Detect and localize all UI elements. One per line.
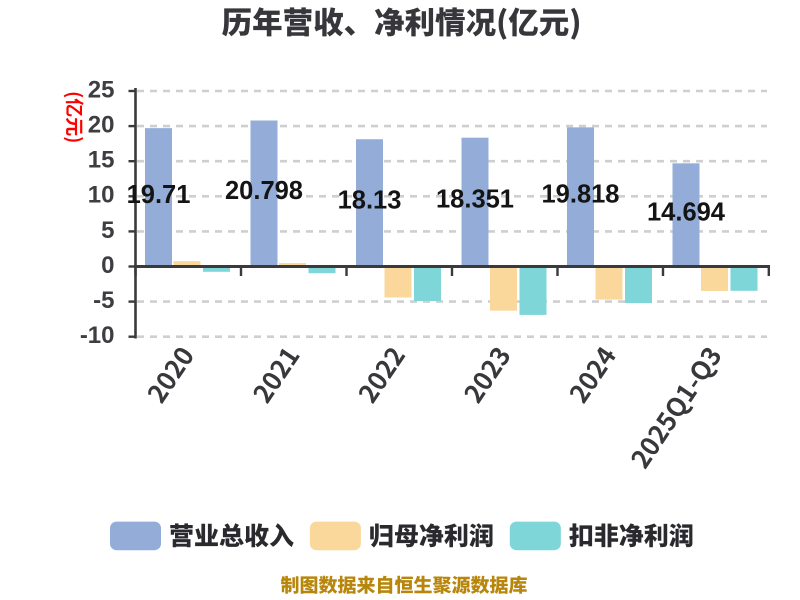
svg-text:25: 25 [88, 76, 115, 103]
svg-text:15: 15 [88, 147, 115, 174]
svg-text:0: 0 [101, 252, 114, 279]
svg-text:20: 20 [88, 112, 115, 139]
svg-text:19.71: 19.71 [127, 181, 191, 209]
svg-text:19.818: 19.818 [542, 180, 620, 208]
svg-text:18.13: 18.13 [338, 186, 402, 214]
svg-text:14.694: 14.694 [647, 198, 726, 226]
svg-text:5: 5 [101, 217, 114, 244]
svg-text:-10: -10 [80, 322, 115, 349]
svg-text:-5: -5 [93, 287, 114, 314]
svg-text:18.351: 18.351 [436, 186, 514, 214]
svg-text:10: 10 [88, 182, 115, 209]
svg-text:20.798: 20.798 [225, 177, 303, 205]
